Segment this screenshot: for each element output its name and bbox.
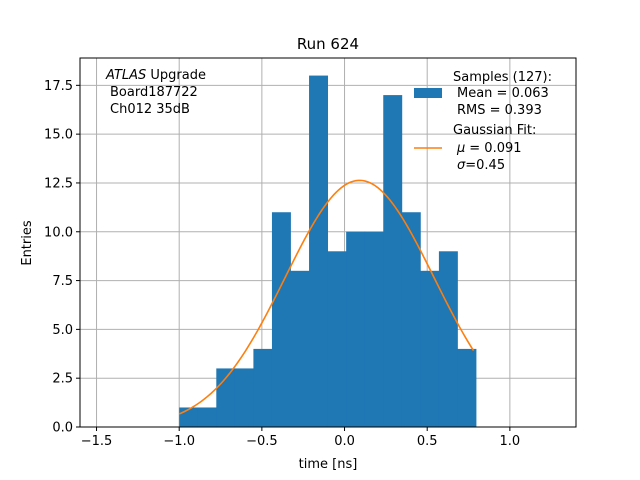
- histogram-bar-6: [290, 270, 310, 427]
- y-tick-label-6: 15.0: [44, 128, 73, 143]
- plot-frame: [79, 57, 577, 428]
- legend-sigma: σ=0.45: [457, 158, 505, 173]
- legend-mu: μ = 0.091: [456, 141, 522, 156]
- y-tick-label-5: 12.5: [44, 176, 73, 191]
- x-tick-label-2: −0.5: [246, 434, 278, 449]
- histogram-bar-3: [234, 368, 254, 427]
- legend-sigma-value: =0.45: [465, 158, 505, 173]
- x-axis-label: time [ns]: [299, 457, 358, 472]
- x-axis-ticks: −1.5 −1.0 −0.5 0.0 0.5 1.0: [81, 427, 520, 449]
- histogram-bar-11: [383, 95, 403, 427]
- y-axis-ticks: 0.0 2.5 5.0 7.5 10.0 12.5 15.0 17.5: [44, 79, 80, 436]
- y-tick-label-7: 17.5: [44, 79, 73, 94]
- annotation-upgrade: Upgrade: [146, 68, 206, 83]
- y-tick-label-4: 10.0: [44, 225, 73, 240]
- x-tick-label-1: −1.0: [163, 434, 195, 449]
- annotation-atlas: ATLAS: [105, 68, 146, 83]
- x-tick-label-0: −1.5: [81, 434, 113, 449]
- histogram-bar-8: [327, 251, 347, 427]
- histogram-bar-0: [179, 407, 199, 427]
- y-axis-label: Entries: [20, 220, 35, 266]
- legend-samples-title: Samples (127):: [453, 70, 552, 85]
- legend-mu-value: = 0.091: [469, 141, 521, 156]
- histogram-bar-5: [271, 212, 291, 427]
- legend-mu-symbol: μ: [456, 141, 465, 156]
- histogram-bar-1: [197, 407, 217, 427]
- histogram-bar-13: [420, 270, 440, 427]
- atlas-annotation: ATLAS Upgrade Board187722 Ch012 35dB: [105, 68, 206, 117]
- histogram-bar-4: [253, 348, 273, 427]
- chart-title: Run 624: [297, 35, 359, 53]
- legend-sigma-symbol: σ: [457, 158, 466, 173]
- gaussian-fit-curve: [178, 179, 475, 415]
- annotation-line-1: ATLAS Upgrade: [105, 68, 206, 83]
- legend-fit-title: Gaussian Fit:: [453, 123, 536, 138]
- histogram-bar-7: [309, 75, 329, 428]
- legend: Samples (127): Mean = 0.063 RMS = 0.393 …: [414, 70, 552, 173]
- histogram-bar-15: [457, 348, 477, 427]
- histogram-bar-12: [401, 212, 421, 427]
- y-tick-label-2: 5.0: [52, 323, 73, 338]
- histogram-bar-9: [346, 231, 366, 427]
- x-tick-label-3: 0.0: [334, 434, 355, 449]
- legend-samples-swatch: [414, 88, 442, 98]
- y-tick-label-3: 7.5: [52, 274, 73, 289]
- x-tick-label-4: 0.5: [417, 434, 438, 449]
- annotation-channel: Ch012 35dB: [110, 102, 190, 117]
- legend-rms: RMS = 0.393: [457, 103, 542, 118]
- histogram-bar-10: [364, 231, 384, 427]
- legend-mean: Mean = 0.063: [457, 86, 549, 101]
- y-tick-label-1: 2.5: [52, 372, 73, 387]
- histogram-bar-14: [438, 251, 458, 427]
- y-tick-label-0: 0.0: [52, 421, 73, 436]
- annotation-board: Board187722: [110, 85, 198, 100]
- x-tick-label-5: 1.0: [500, 434, 521, 449]
